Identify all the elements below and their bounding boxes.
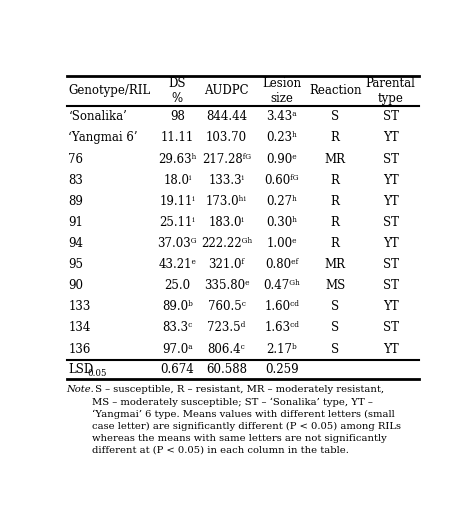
- Text: 94: 94: [68, 237, 83, 250]
- Text: ST: ST: [383, 322, 399, 334]
- Text: R: R: [331, 131, 340, 144]
- Text: 18.0ⁱ: 18.0ⁱ: [163, 174, 191, 187]
- Text: DS
%: DS %: [169, 77, 186, 105]
- Text: R: R: [331, 216, 340, 229]
- Text: 97.0ᵃ: 97.0ᵃ: [162, 343, 193, 355]
- Text: 321.0ᶠ: 321.0ᶠ: [209, 258, 245, 271]
- Text: YT: YT: [383, 300, 399, 313]
- Text: Lesion
size: Lesion size: [262, 77, 301, 105]
- Text: ST: ST: [383, 111, 399, 123]
- Text: ‘Sonalika’: ‘Sonalika’: [68, 111, 128, 123]
- Text: MS: MS: [325, 279, 346, 292]
- Text: 2.17ᵇ: 2.17ᵇ: [266, 343, 297, 355]
- Text: ST: ST: [383, 258, 399, 271]
- Text: 760.5ᶜ: 760.5ᶜ: [208, 300, 246, 313]
- Text: 134: 134: [68, 322, 91, 334]
- Text: YT: YT: [383, 195, 399, 208]
- Text: ST: ST: [383, 279, 399, 292]
- Text: 19.11ⁱ: 19.11ⁱ: [160, 195, 195, 208]
- Text: 29.63ʰ: 29.63ʰ: [158, 152, 197, 166]
- Text: 222.22ᴳʰ: 222.22ᴳʰ: [201, 237, 252, 250]
- Text: 83.3ᶜ: 83.3ᶜ: [162, 322, 192, 334]
- Text: R: R: [331, 237, 340, 250]
- Text: Reaction: Reaction: [309, 85, 362, 97]
- Text: 60.588: 60.588: [206, 363, 247, 376]
- Text: 76: 76: [68, 152, 83, 166]
- Text: YT: YT: [383, 131, 399, 144]
- Text: 0.674: 0.674: [160, 363, 194, 376]
- Text: 0.30ʰ: 0.30ʰ: [266, 216, 298, 229]
- Text: YT: YT: [383, 174, 399, 187]
- Text: 43.21ᵉ: 43.21ᵉ: [158, 258, 196, 271]
- Text: 723.5ᵈ: 723.5ᵈ: [207, 322, 246, 334]
- Text: 25.0: 25.0: [164, 279, 191, 292]
- Text: 173.0ʰⁱ: 173.0ʰⁱ: [206, 195, 247, 208]
- Text: S: S: [331, 300, 339, 313]
- Text: Genotype/RIL: Genotype/RIL: [68, 85, 151, 97]
- Text: Parental
type: Parental type: [365, 77, 416, 105]
- Text: 89.0ᵇ: 89.0ᵇ: [162, 300, 193, 313]
- Text: MR: MR: [325, 258, 346, 271]
- Text: 806.4ᶜ: 806.4ᶜ: [208, 343, 246, 355]
- Text: 98: 98: [170, 111, 185, 123]
- Text: 844.44: 844.44: [206, 111, 247, 123]
- Text: 90: 90: [68, 279, 83, 292]
- Text: R: R: [331, 195, 340, 208]
- Text: 1.00ᵉ: 1.00ᵉ: [266, 237, 297, 250]
- Text: 89: 89: [68, 195, 83, 208]
- Text: 217.28ᶠᴳ: 217.28ᶠᴳ: [202, 152, 251, 166]
- Text: S – susceptible, R – resistant, MR – moderately resistant,
MS – moderately susce: S – susceptible, R – resistant, MR – mod…: [91, 385, 401, 454]
- Text: 0.60ᶠᴳ: 0.60ᶠᴳ: [264, 174, 299, 187]
- Text: 37.03ᴳ: 37.03ᴳ: [157, 237, 197, 250]
- Text: S: S: [331, 111, 339, 123]
- Text: 0.05: 0.05: [87, 369, 107, 378]
- Text: 3.43ᵃ: 3.43ᵃ: [266, 111, 297, 123]
- Text: ST: ST: [383, 152, 399, 166]
- Text: 133.3ⁱ: 133.3ⁱ: [209, 174, 245, 187]
- Text: 0.90ᵉ: 0.90ᵉ: [266, 152, 297, 166]
- Text: R: R: [331, 174, 340, 187]
- Text: AUDPC: AUDPC: [204, 85, 249, 97]
- Text: 0.27ʰ: 0.27ʰ: [266, 195, 298, 208]
- Text: ST: ST: [383, 216, 399, 229]
- Text: 1.60ᶜᵈ: 1.60ᶜᵈ: [264, 300, 300, 313]
- Text: YT: YT: [383, 343, 399, 355]
- Text: ‘Yangmai 6’: ‘Yangmai 6’: [68, 131, 138, 144]
- Text: 0.47ᴳʰ: 0.47ᴳʰ: [264, 279, 301, 292]
- Text: 103.70: 103.70: [206, 131, 247, 144]
- Text: 83: 83: [68, 174, 83, 187]
- Text: 335.80ᵉ: 335.80ᵉ: [204, 279, 249, 292]
- Text: 1.63ᶜᵈ: 1.63ᶜᵈ: [264, 322, 300, 334]
- Text: 0.80ᵉᶠ: 0.80ᵉᶠ: [265, 258, 299, 271]
- Text: 0.23ʰ: 0.23ʰ: [266, 131, 298, 144]
- Text: S: S: [331, 322, 339, 334]
- Text: 0.259: 0.259: [265, 363, 299, 376]
- Text: YT: YT: [383, 237, 399, 250]
- Text: 183.0ⁱ: 183.0ⁱ: [209, 216, 245, 229]
- Text: 11.11: 11.11: [161, 131, 194, 144]
- Text: LSD: LSD: [68, 363, 94, 376]
- Text: 136: 136: [68, 343, 91, 355]
- Text: 95: 95: [68, 258, 83, 271]
- Text: MR: MR: [325, 152, 346, 166]
- Text: Note.: Note.: [66, 385, 94, 394]
- Text: S: S: [331, 343, 339, 355]
- Text: 133: 133: [68, 300, 91, 313]
- Text: 91: 91: [68, 216, 83, 229]
- Text: 25.11ⁱ: 25.11ⁱ: [160, 216, 195, 229]
